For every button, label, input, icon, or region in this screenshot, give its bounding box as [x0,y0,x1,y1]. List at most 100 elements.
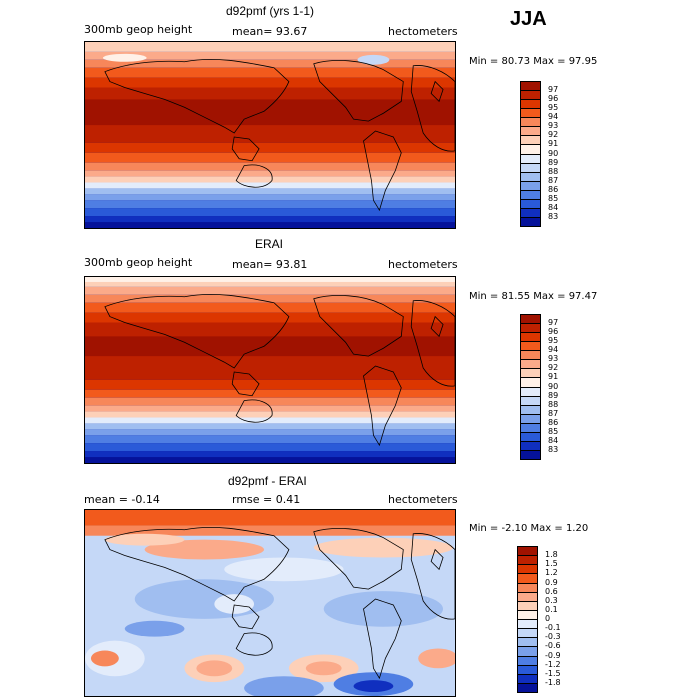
colorbar-swatch [520,144,541,154]
colorbar-swatch [517,600,538,611]
colorbar-swatch [520,368,541,378]
colorbar-label: 84 [548,202,559,212]
colorbar-swatch [520,162,541,173]
colorbar-swatch [520,198,541,209]
colorbar-swatch [520,189,541,200]
colorbar-label: 84 [548,435,559,445]
colorbar-swatch [520,377,541,387]
colorbar-swatch [520,171,541,182]
colorbar-swatch [520,359,541,369]
colorbar-label: 85 [548,426,559,436]
panel-1-units-label: hectometers [388,25,458,38]
colorbar-label: 1.8 [545,550,558,560]
colorbar-swatch [517,655,538,666]
colorbar-swatch [520,180,541,191]
colorbar-swatch [517,573,538,583]
colorbar-swatch [520,117,541,127]
colorbar-swatch [520,90,541,100]
colorbar-label: 96 [548,327,559,337]
panel-1-map [84,41,456,229]
colorbar-swatch [520,332,541,342]
panel-1-title: d92pmf (yrs 1-1) [226,4,315,18]
colorbar-swatch [517,637,538,647]
panel-3-rmse-label: rmse = 0.41 [232,493,301,506]
colorbar-swatch [517,564,538,574]
colorbar-swatch [517,555,538,565]
colorbar-label: 93 [548,354,559,364]
colorbar-label: 0.1 [545,604,558,614]
colorbar-swatch [520,431,541,442]
colorbar-swatch [520,135,541,145]
panel-1-minmax: Min = 80.73 Max = 97.95 [469,56,598,67]
colorbar-swatch [517,546,538,556]
colorbar-label: 97 [548,85,559,95]
colorbar-label: 87 [548,175,559,185]
colorbar-label: 88 [548,399,559,409]
colorbar-swatch [517,609,538,620]
colorbar-swatch [520,386,541,397]
colorbar-label: 90 [548,381,559,391]
season-label: JJA [510,8,547,30]
colorbar-label: -0.6 [545,641,561,651]
panel-2-title: ERAI [255,237,284,251]
colorbar-label: 86 [548,184,559,194]
colorbar-label: 92 [548,130,559,140]
panel-2-variable-label: 300mb geop height [84,256,193,269]
panel-1-colorbar: 97 96 95 94 93 92 91 90 89 88 87 86 85 84 83 [520,81,580,227]
colorbar-label: -0.3 [545,632,561,642]
panel-2-colorbar: 97 96 95 94 93 92 91 90 89 88 87 86 85 84 83 [520,314,580,460]
colorbar-label: 92 [548,363,559,373]
colorbar-swatch [520,341,541,351]
panel-1-variable-label: 300mb geop height [84,23,193,36]
colorbar-swatch [517,664,538,675]
colorbar-swatch [520,395,541,406]
panel-3-coastlines [104,526,455,680]
panel-2-field [85,277,455,463]
colorbar-label: 93 [548,121,559,131]
panel-2-minmax: Min = 81.55 Max = 97.47 [469,291,598,302]
colorbar-swatch [520,99,541,109]
panel-3-colorbar: 1.8 1.5 1.2 0.9 0.6 0.3 0.1 0 -0.1 -0.3 -0.6 -0.9 -1… [517,546,577,693]
panel-3-minmax: Min = -2.10 Max = 1.20 [469,523,589,534]
colorbar-label: -1.2 [545,659,561,669]
colorbar-swatch [517,628,538,638]
colorbar-label: 94 [548,345,559,355]
colorbar-swatch [517,582,538,593]
panel-3-mean-label: mean = -0.14 [84,493,160,506]
colorbar-label: 85 [548,193,559,203]
colorbar-label: 1.2 [545,568,558,578]
colorbar-label: 88 [548,166,559,176]
colorbar-label: 0.9 [545,577,558,587]
colorbar-swatch [520,413,541,424]
panel-3-map [84,509,456,697]
panel-1-coastlines [104,58,455,212]
colorbar-swatch [520,440,541,451]
colorbar-swatch [520,404,541,415]
colorbar-label: -0.1 [545,623,561,633]
colorbar-label: 1.5 [545,559,558,569]
panel-2-coastlines [104,293,455,447]
colorbar-label: 90 [548,148,559,158]
colorbar-label: 0.6 [545,586,558,596]
colorbar-swatch [520,108,541,118]
panel-2-mean-label: mean= 93.81 [232,258,308,271]
colorbar-label: 95 [548,336,559,346]
colorbar-label: 87 [548,408,559,418]
colorbar-label: 83 [548,444,559,454]
colorbar-label: 91 [548,139,559,149]
colorbar-label: 95 [548,103,559,113]
panel-3-title: d92pmf - ERAI [228,474,307,488]
panel-2-map [84,276,456,464]
colorbar-swatch [520,207,541,218]
colorbar-swatch [520,153,541,164]
colorbar-label: 91 [548,372,559,382]
panel-3-field [85,510,455,696]
colorbar-label: -0.9 [545,650,561,660]
colorbar-swatch [520,216,541,227]
colorbar-swatch [517,619,538,629]
colorbar-label: 96 [548,94,559,104]
colorbar-swatch [520,449,541,460]
colorbar-label: 83 [548,211,559,221]
colorbar-label: 89 [548,390,559,400]
colorbar-swatch [517,682,538,693]
